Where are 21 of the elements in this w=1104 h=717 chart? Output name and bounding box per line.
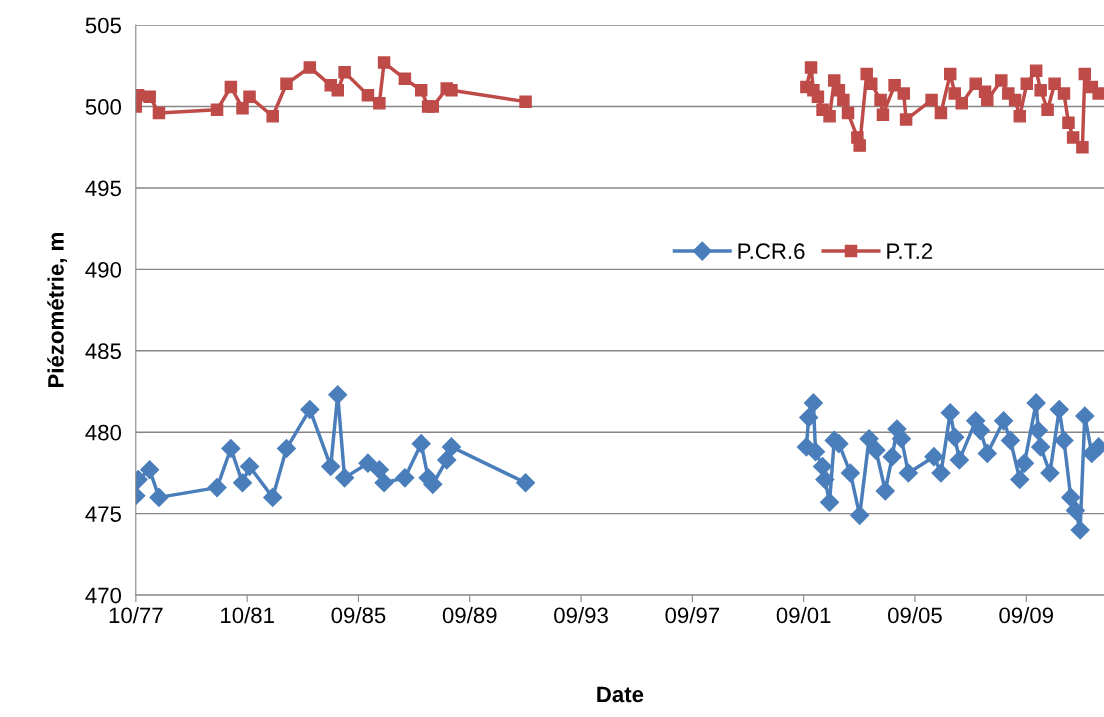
x-tick-label: 09/01 bbox=[776, 606, 831, 624]
x-tick-label: 10/81 bbox=[221, 606, 274, 624]
y-tick-label: 480 bbox=[85, 424, 122, 441]
x-tick-label: 09/05 bbox=[888, 606, 942, 624]
x-tick-label: 09/93 bbox=[554, 606, 608, 624]
y-tick-label: 500 bbox=[85, 99, 122, 115]
y-tick-label: 475 bbox=[85, 506, 121, 522]
x-tick-label: 09/09 bbox=[999, 606, 1053, 624]
y-axis-title: Piézométrie, m bbox=[47, 233, 67, 388]
x-axis-title: Date bbox=[597, 686, 644, 703]
y-tick-label: 505 bbox=[85, 17, 121, 34]
y-tick-label: 490 bbox=[85, 261, 122, 278]
legend-label: P.CR.6 bbox=[738, 243, 805, 260]
legend-label: P.T.2 bbox=[887, 243, 933, 259]
x-tick-label: 10/77 bbox=[109, 606, 163, 624]
y-tick-label: 470 bbox=[85, 587, 122, 604]
y-tick-label: 495 bbox=[85, 180, 121, 197]
y-tick-label: 485 bbox=[85, 343, 121, 360]
x-tick-label: 09/97 bbox=[665, 606, 720, 624]
x-tick-label: 09/89 bbox=[442, 606, 497, 624]
x-tick-label: 09/85 bbox=[331, 606, 386, 624]
